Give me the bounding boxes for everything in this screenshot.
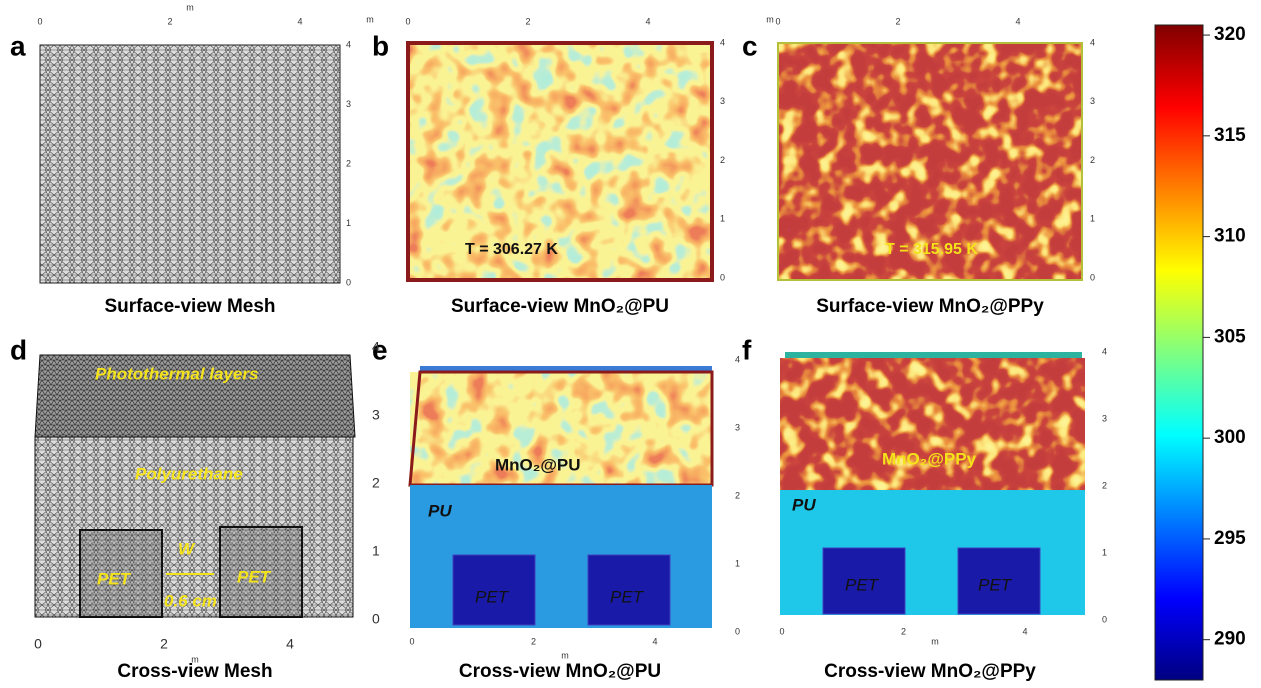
mesh-surface [40,45,340,283]
layer-label: PET [610,587,645,606]
y-tick-label: 4 [1102,346,1107,356]
layer-label: PET [475,587,510,606]
x-tick-label: 2 [525,16,530,26]
x-tick-label: 2 [901,626,906,636]
x-tick-label: 4 [652,636,657,646]
panel-letter: d [10,334,27,365]
axis-unit: m [186,2,194,12]
axis-unit: m [561,650,569,660]
y-tick-label: 1 [720,214,725,224]
panel-letter: b [372,30,389,61]
layer-label: MnO₂@PU [495,455,581,474]
layer-label: Photothermal layers [95,364,258,383]
y-tick-label: 0 [346,277,351,287]
y-tick-label: 2 [735,490,740,500]
y-tick-label: 1 [372,543,380,559]
y-tick-label: 1 [1090,214,1095,224]
layer-label: Polyurethane [135,464,243,483]
colorbar-label: 290 [1214,629,1246,650]
colorbar-label: 310 [1214,226,1246,247]
x-tick-label: 0 [37,16,42,26]
y-tick-label: 0 [372,611,380,627]
heatmap-top [780,358,1085,490]
y-tick-label: 4 [1090,37,1095,47]
x-tick-label: 0 [775,16,780,26]
x-tick-label: 2 [160,636,168,652]
layer-label: PU [428,501,452,520]
layer-label: PET [978,575,1013,594]
panel-letter: f [742,334,752,365]
y-tick-label: 0 [1090,272,1095,282]
y-tick-label: 1 [735,558,740,568]
x-tick-label: 4 [1022,626,1027,636]
temperature: T = 306.27 K [465,241,558,258]
y-tick-label: 2 [346,158,351,168]
y-tick-label: 3 [1090,96,1095,106]
colorbar [1155,25,1203,680]
x-tick-label: 4 [1015,16,1020,26]
y-tick-label: 3 [372,407,380,423]
y-tick-label: 4 [346,39,351,49]
y-tick-label: 0 [1102,614,1107,624]
y-tick-label: 3 [346,99,351,109]
y-tick-label: 3 [720,96,725,106]
x-tick-label: 0 [779,626,784,636]
colorbar-label: 315 [1214,125,1246,146]
colorbar-label: 300 [1214,427,1246,448]
y-tick-label: 3 [1102,413,1107,423]
y-tick-label: 0 [735,626,740,636]
x-tick-label: 0 [409,636,414,646]
heatmap-surface [408,43,712,280]
x-tick-label: 2 [895,16,900,26]
x-tick-label: 4 [297,16,302,26]
y-tick-label: 2 [1090,155,1095,165]
y-tick-label: 4 [372,339,380,355]
y-tick-label: 1 [346,218,351,228]
x-tick-label: 2 [167,16,172,26]
colorbar-label: 295 [1214,528,1246,549]
layer-label: W [178,539,196,558]
temperature: T = 315.95 K [885,241,978,258]
y-tick-label: 3 [735,422,740,432]
layer-label: PU [792,495,816,514]
y-tick-label: 2 [720,155,725,165]
x-tick-label: 4 [645,16,650,26]
caption: Surface-view MnO₂@PU [451,296,669,317]
y-tick-label: 2 [1102,480,1107,490]
colorbar-label: 305 [1214,326,1246,347]
y-tick-label: 4 [735,354,740,364]
panel-letter: c [742,30,758,61]
layer-label: PET [845,575,880,594]
panel-letter: a [10,30,26,61]
layer [785,352,1082,359]
layer-label: MnO₂@PPy [882,449,977,468]
layer-label: PET [97,569,132,588]
caption: Cross-view MnO₂@PU [459,661,661,682]
layer-label: PET [237,567,272,586]
caption: Cross-view MnO₂@PPy [824,661,1036,682]
y-tick-label: 1 [1102,547,1107,557]
x-tick-label: 0 [405,16,410,26]
x-tick-label: 4 [286,636,294,652]
y-tick-label: 2 [372,475,380,491]
y-tick-label: 0 [720,272,725,282]
caption: Surface-view Mesh [104,296,275,317]
axis-unit: m [366,14,374,24]
colorbar-label: 320 [1214,24,1246,45]
axis-unit: m [931,636,939,646]
caption: Surface-view MnO₂@PPy [816,296,1044,317]
layer-label: 0.6 cm [164,591,217,610]
axis-unit: m [191,654,199,664]
x-tick-label: 2 [531,636,536,646]
x-tick-label: 0 [34,636,42,652]
y-tick-label: 4 [720,37,725,47]
figure: a b c d e f Surface-view Mesh Surface-vi… [0,0,1261,688]
axis-unit: m [766,14,774,24]
